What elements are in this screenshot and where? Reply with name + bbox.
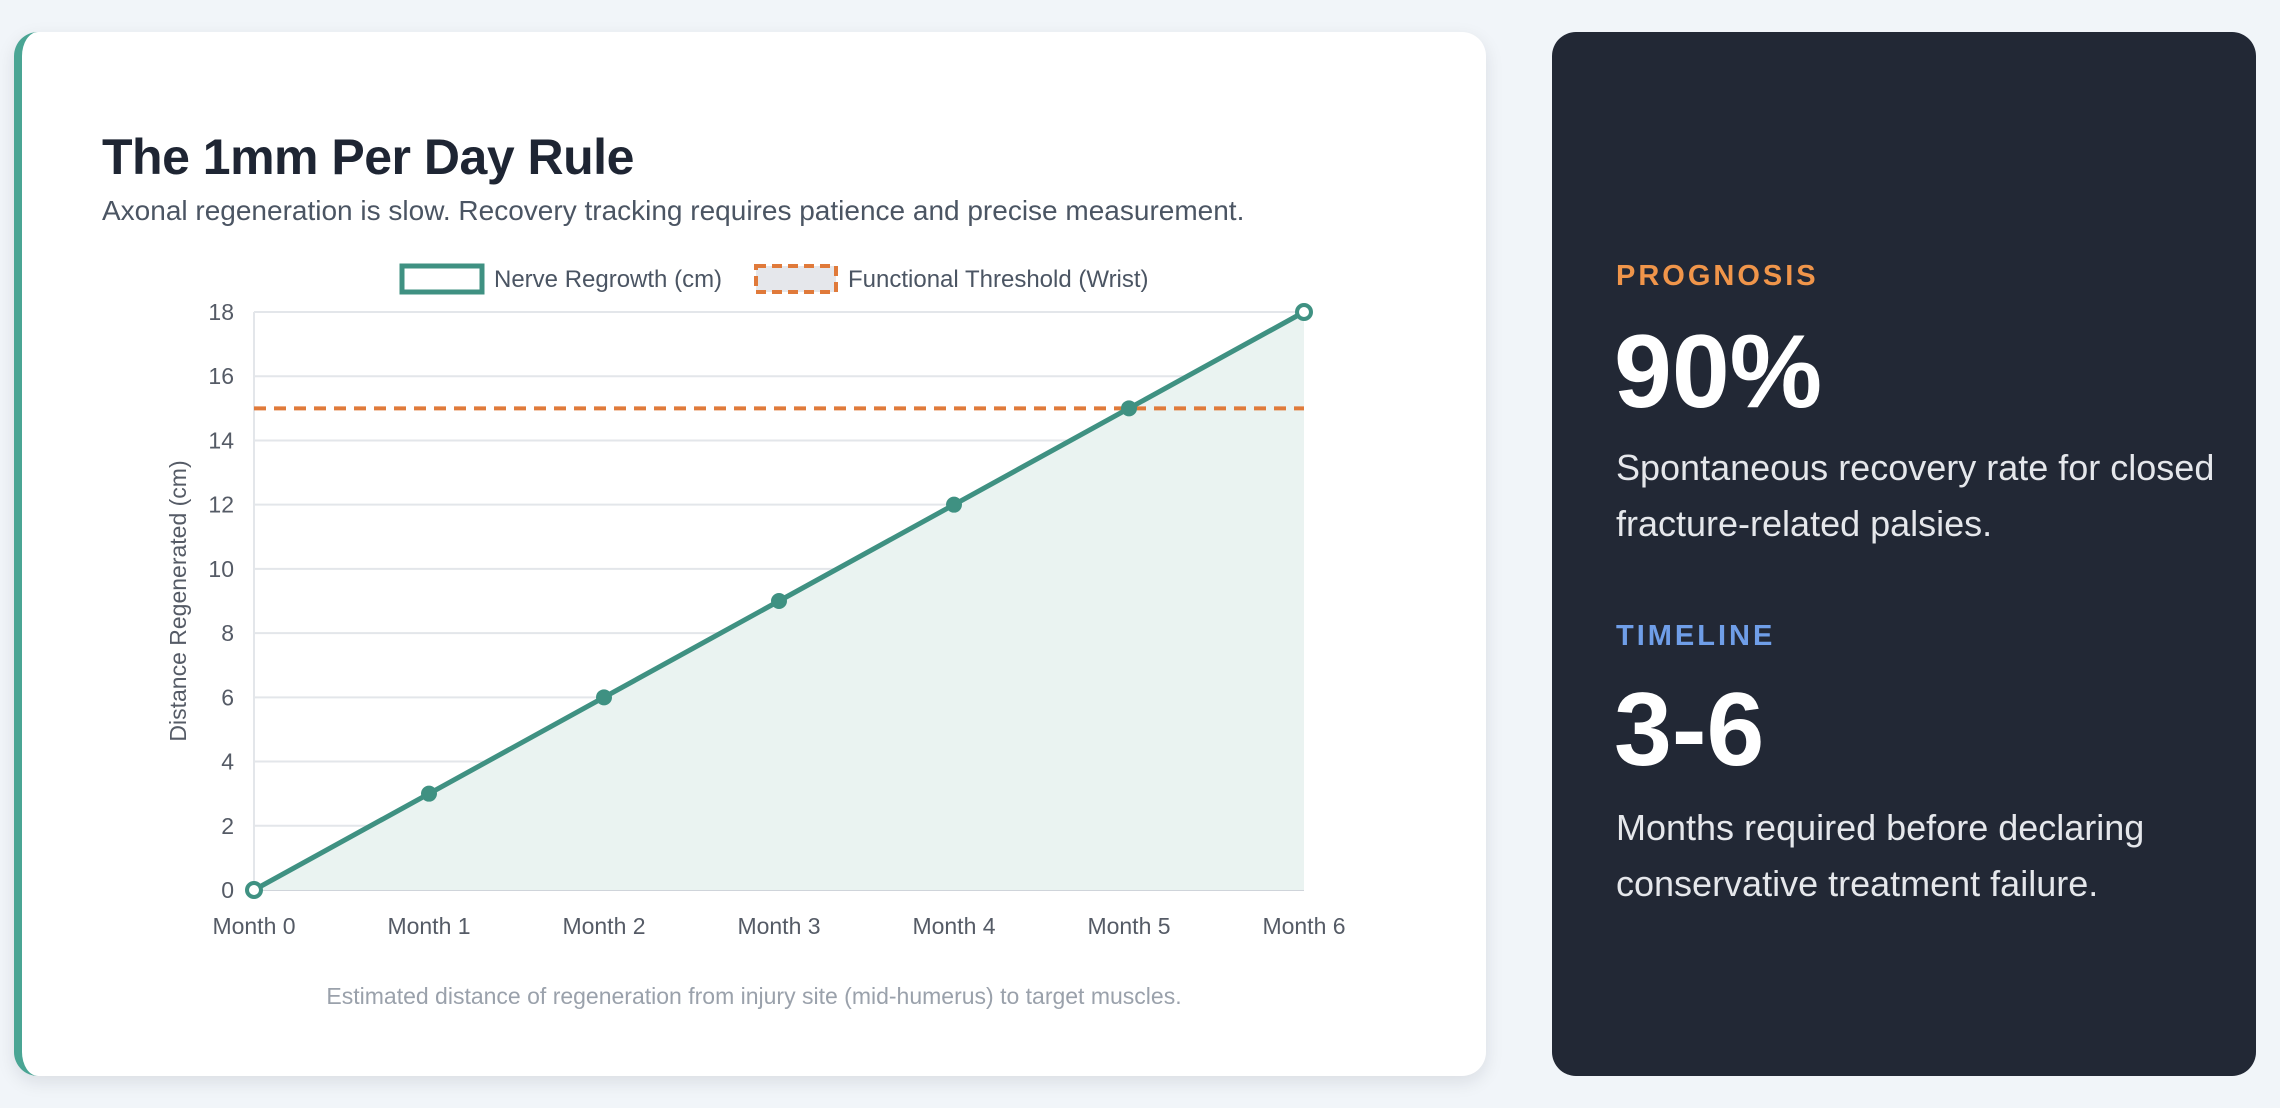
y-tick-label: 14: [208, 427, 234, 453]
prognosis-label: PROGNOSIS: [1616, 260, 1819, 292]
x-tick-label: Month 4: [912, 913, 995, 939]
y-axis-title: Distance Regenerated (cm): [165, 460, 191, 741]
x-tick-label: Month 5: [1087, 913, 1170, 939]
card-subtitle: Axonal regeneration is slow. Recovery tr…: [102, 195, 1245, 226]
legend-label-regrowth: Nerve Regrowth (cm): [494, 266, 722, 293]
y-tick-label: 18: [208, 299, 234, 325]
regrowth-point: [1295, 303, 1313, 321]
legend-swatch-threshold: [754, 264, 838, 294]
legend-swatch-regrowth: [399, 263, 485, 295]
stats-panel: PROGNOSIS 90% Spontaneous recovery rate …: [1552, 32, 2256, 1076]
legend-label-threshold: Functional Threshold (Wrist): [848, 266, 1149, 293]
regrowth-point: [245, 881, 263, 899]
prognosis-description: Spontaneous recovery rate for closed fra…: [1616, 447, 2215, 544]
regrowth-point: [596, 689, 612, 706]
regrowth-point: [946, 496, 962, 513]
y-tick-label: 12: [208, 492, 234, 518]
x-tick-label: Month 2: [562, 913, 645, 939]
prognosis-value: 90%: [1614, 314, 1823, 430]
x-tick-label: Month 6: [1262, 913, 1345, 939]
y-tick-label: 2: [221, 813, 234, 839]
timeline-value: 3-6: [1614, 672, 1765, 788]
regrowth-point: [1121, 400, 1137, 417]
timeline-label: TIMELINE: [1616, 620, 1776, 652]
y-tick-label: 0: [221, 877, 234, 903]
x-tick-label: Month 3: [737, 913, 820, 939]
y-tick-label: 16: [208, 363, 234, 389]
regrowth-point: [421, 785, 437, 802]
regrowth-point: [771, 593, 787, 609]
card-title: The 1mm Per Day Rule: [102, 129, 634, 185]
x-tick-label: Month 0: [212, 913, 295, 939]
y-tick-label: 6: [221, 684, 234, 710]
timeline-description: Months required before declaring conserv…: [1616, 807, 2145, 904]
y-tick-label: 10: [208, 556, 234, 582]
y-tick-label: 4: [221, 749, 234, 775]
chart-caption: Estimated distance of regeneration from …: [326, 983, 1181, 1009]
y-tick-label: 8: [221, 620, 234, 646]
x-tick-label: Month 1: [387, 913, 470, 939]
